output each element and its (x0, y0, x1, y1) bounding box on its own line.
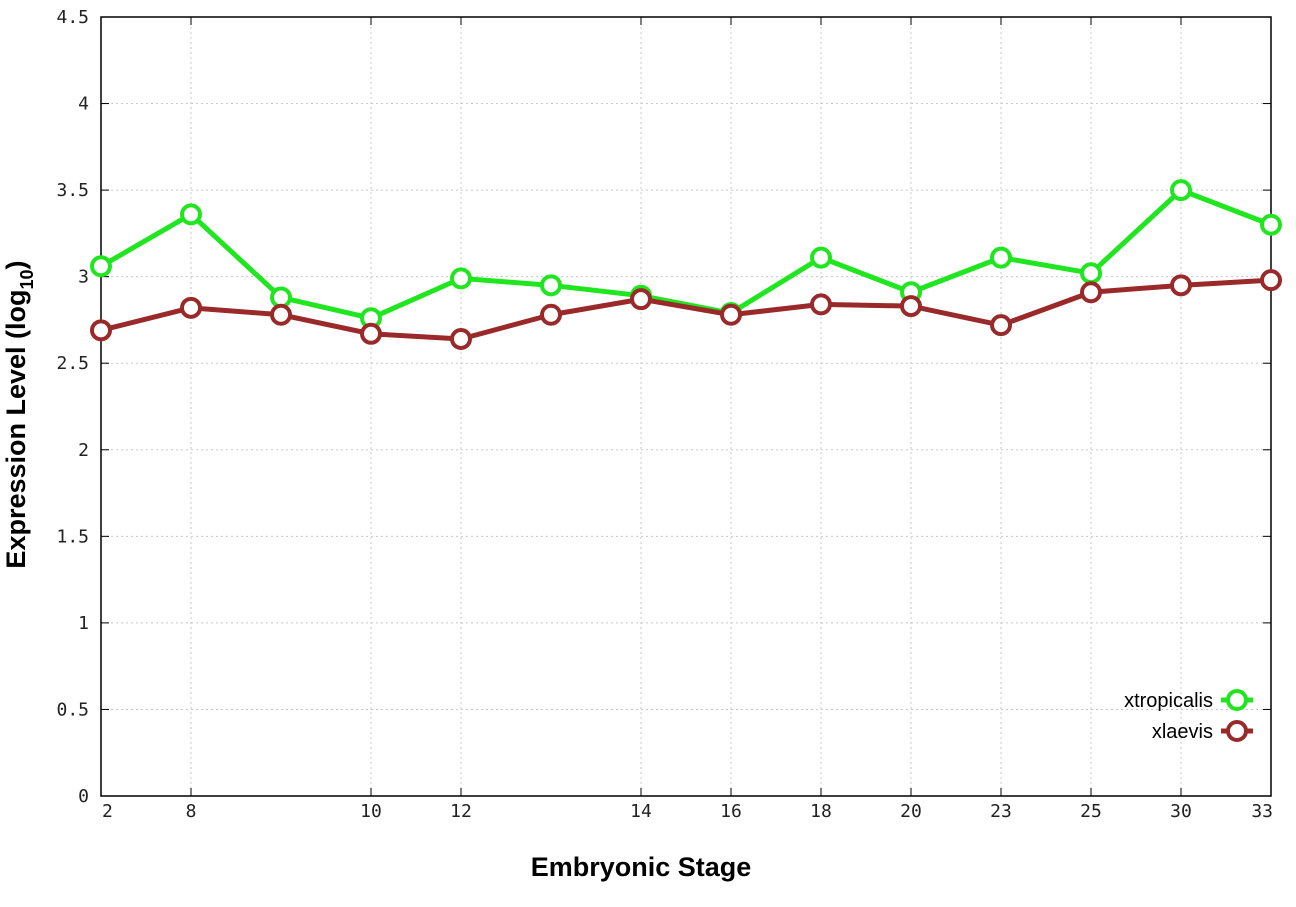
x-tick-label-14: 14 (630, 801, 652, 822)
legend-item-xlaevis: xlaevis (1152, 720, 1253, 743)
grid-lines (101, 17, 1271, 796)
data-point-xtropicalis-stage-12 (450, 267, 472, 290)
x-tick-label-10: 10 (360, 801, 382, 822)
legend-item-xtropicalis: xtropicalis (1124, 689, 1253, 712)
legend-label-xtropicalis: xtropicalis (1124, 690, 1213, 712)
y-tick-label-1-5: 1.5 (56, 526, 89, 547)
y-tick-label-0-5: 0.5 (56, 699, 89, 720)
data-point-xlaevis-stage-8 (180, 296, 202, 319)
x-tick-label-23: 23 (990, 801, 1012, 822)
series-xlaevis (90, 269, 1282, 350)
data-point-xlaevis-stage-14 (630, 288, 652, 311)
x-tick-label-18: 18 (810, 801, 832, 822)
y-axis-title-close: ) (1, 260, 31, 269)
x-axis-title: Embryonic Stage (531, 852, 752, 882)
y-axis-title-subscript: 10 (17, 269, 37, 289)
data-point-xlaevis-stage-12 (450, 327, 472, 350)
legend-swatch-marker-xtropicalis (1226, 689, 1248, 711)
x-tick-label-12: 12 (450, 801, 472, 822)
data-point-xlaevis-stage-20 (900, 295, 922, 318)
data-point-xlaevis-stage-10 (360, 322, 382, 345)
data-point-xtropicalis-stage-23 (990, 246, 1012, 269)
data-point-xlaevis-stage-13 (540, 303, 562, 326)
data-point-xlaevis-stage-33 (1260, 269, 1282, 292)
x-tick-label-30: 30 (1170, 801, 1192, 822)
legend-swatch-marker-xlaevis (1226, 720, 1248, 742)
y-tick-label-0: 0 (78, 786, 89, 807)
y-tick-label-3-5: 3.5 (56, 180, 89, 201)
y-tick-label-2-5: 2.5 (56, 353, 89, 374)
x-tick-label-8: 8 (186, 801, 197, 822)
y-tick-label-3: 3 (78, 267, 89, 288)
x-tick-label-16: 16 (720, 801, 742, 822)
y-tick-label-4: 4 (78, 94, 89, 115)
data-point-xtropicalis-stage-2 (90, 255, 112, 278)
y-tick-label-1: 1 (78, 613, 89, 634)
data-point-xlaevis-stage-18 (810, 293, 832, 316)
axis-ticks: 0 0.5 1 1.5 2 2.5 3 3.5 4 4.5 2 8 10 12 14 16 18 20 23 25 30… (56, 7, 1273, 822)
data-point-xlaevis-stage-23 (990, 314, 1012, 337)
y-tick-label-4-5: 4.5 (56, 7, 89, 28)
data-point-xtropicalis-stage-13 (540, 274, 562, 297)
y-tick-label-2: 2 (78, 440, 89, 461)
y-axis-title: Expression Level (log10) (1, 260, 37, 568)
data-point-xlaevis-stage-16 (720, 303, 742, 326)
x-tick-label-20: 20 (900, 801, 922, 822)
series-line-xlaevis (100, 277, 1272, 342)
data-point-xlaevis-stage-30 (1170, 274, 1192, 297)
data-point-xlaevis-stage-9 (270, 303, 292, 326)
legend: xtropicalis xlaevis (1124, 689, 1253, 743)
data-point-xlaevis-stage-2 (90, 319, 112, 342)
plot-frame (100, 16, 1272, 797)
x-tick-label-2: 2 (102, 801, 113, 822)
series-line-xtropicalis (99, 187, 1272, 321)
data-point-xtropicalis-stage-30 (1170, 179, 1192, 202)
data-point-xtropicalis-stage-25 (1080, 262, 1102, 285)
y-axis-title-main: Expression Level (log (1, 289, 31, 568)
x-tick-label-33: 33 (1251, 801, 1273, 822)
data-point-xtropicalis-stage-9 (270, 286, 292, 309)
data-point-xtropicalis-stage-18 (810, 246, 832, 269)
legend-label-xlaevis: xlaevis (1152, 721, 1213, 743)
series-group (90, 179, 1282, 350)
data-point-xlaevis-stage-25 (1080, 281, 1102, 304)
data-point-xtropicalis-stage-33 (1260, 213, 1282, 236)
x-tick-label-25: 25 (1080, 801, 1102, 822)
data-point-xtropicalis-stage-8 (180, 203, 202, 226)
